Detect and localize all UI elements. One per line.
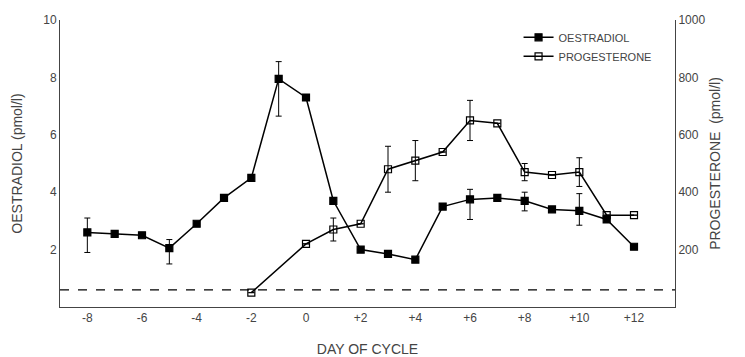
svg-text:OESTRADIOL: OESTRADIOL (559, 32, 630, 44)
svg-text:PROGESTERONE: PROGESTERONE (559, 51, 652, 63)
svg-text:2: 2 (50, 243, 57, 257)
svg-text:-6: -6 (137, 311, 148, 325)
svg-text:+10: +10 (569, 311, 590, 325)
svg-text:8: 8 (50, 71, 57, 85)
svg-text:1000: 1000 (678, 13, 705, 27)
svg-text:0: 0 (303, 311, 310, 325)
svg-text:+2: +2 (354, 311, 368, 325)
svg-text:6: 6 (50, 128, 57, 142)
svg-text:PROGESTERONE (pmol/l): PROGESTERONE (pmol/l) (707, 77, 723, 250)
svg-text:400: 400 (678, 185, 698, 199)
svg-text:200: 200 (678, 243, 698, 257)
svg-text:+8: +8 (518, 311, 532, 325)
svg-text:OESTRADIOL (pmol/l): OESTRADIOL (pmol/l) (9, 93, 25, 233)
svg-text:+12: +12 (624, 311, 645, 325)
svg-text:-4: -4 (191, 311, 202, 325)
svg-text:-8: -8 (82, 311, 93, 325)
svg-text:DAY OF CYCLE: DAY OF CYCLE (317, 341, 418, 357)
svg-text:800: 800 (678, 71, 698, 85)
svg-text:-2: -2 (246, 311, 257, 325)
svg-text:4: 4 (50, 185, 57, 199)
svg-text:+4: +4 (408, 311, 422, 325)
svg-text:+6: +6 (463, 311, 477, 325)
svg-text:10: 10 (43, 13, 57, 27)
svg-text:600: 600 (678, 128, 698, 142)
